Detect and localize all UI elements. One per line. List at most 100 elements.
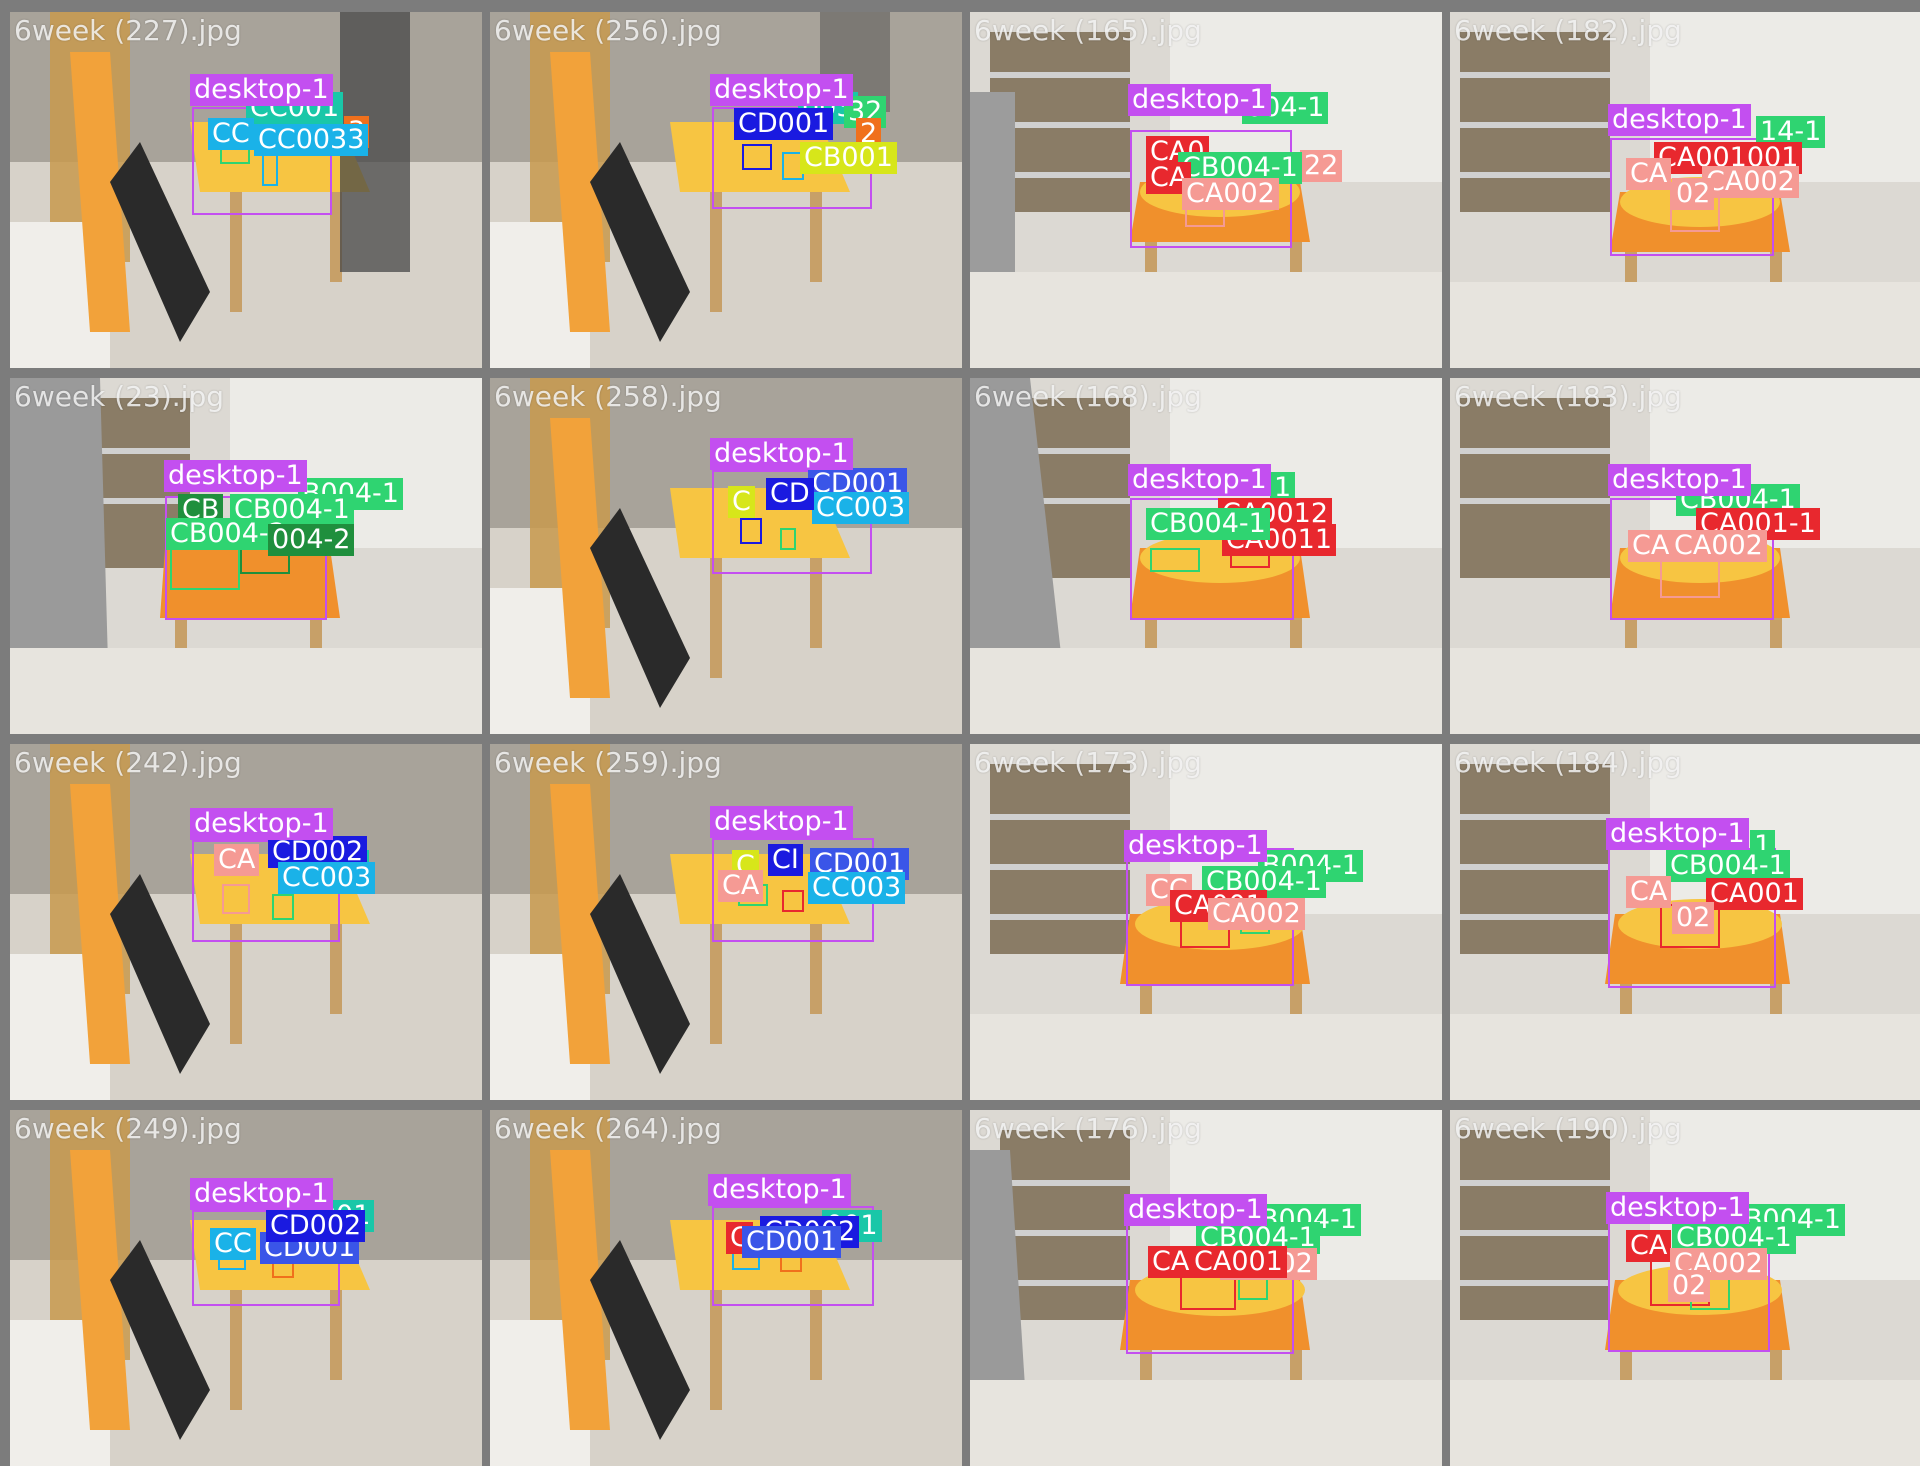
detection-label: desktop-1 bbox=[710, 438, 853, 470]
image-filename: 6week (227).jpg bbox=[14, 14, 242, 47]
detection-label: CA001 bbox=[1706, 878, 1803, 910]
image-filename: 6week (184).jpg bbox=[1454, 746, 1682, 779]
image-filename: 6week (173).jpg bbox=[974, 746, 1202, 779]
detection-label: CB004-1 bbox=[1666, 850, 1790, 882]
detection-label: desktop-1 bbox=[190, 808, 333, 840]
detection-label: CD001 bbox=[742, 1226, 842, 1258]
detection-label: CA bbox=[214, 844, 260, 876]
detection-label: CD001 bbox=[734, 108, 834, 140]
bbox-desktop bbox=[1130, 130, 1292, 248]
detection-label: desktop-1 bbox=[1124, 830, 1267, 862]
detection-label: CA bbox=[1626, 1230, 1672, 1262]
bbox-desktop bbox=[1130, 498, 1294, 620]
bbox-desktop bbox=[712, 1206, 874, 1306]
image-filename: 6week (168).jpg bbox=[974, 380, 1202, 413]
shelf-scene-photo bbox=[970, 1110, 1442, 1466]
bbox-object bbox=[262, 152, 278, 186]
image-filename: 6week (264).jpg bbox=[494, 1112, 722, 1145]
bbox-object bbox=[740, 518, 762, 544]
detection-label: desktop-1 bbox=[1128, 464, 1271, 496]
image-filename: 6week (256).jpg bbox=[494, 14, 722, 47]
detection-label: desktop-1 bbox=[1608, 104, 1751, 136]
detection-label: desktop-1 bbox=[710, 806, 853, 838]
detection-label: CA bbox=[1628, 530, 1674, 562]
detection-label: 02 bbox=[1672, 902, 1715, 934]
bbox-object bbox=[272, 894, 294, 920]
image-tile: 6week (190).jpg B004-1 CA CB004-1 CA002 … bbox=[1450, 1110, 1920, 1466]
image-tile: 6week (182).jpg 14-1 CA001001 CA002 CA 0… bbox=[1450, 12, 1920, 368]
image-tile: 6week (227).jpg CC001 3 CC0033 CC deskto… bbox=[10, 12, 482, 368]
bbox-object bbox=[742, 144, 772, 170]
shelf-scene-photo bbox=[970, 12, 1442, 368]
detection-label: 004-2 bbox=[268, 524, 355, 556]
detection-label: CB004-1 bbox=[1146, 508, 1270, 540]
bbox-object bbox=[1150, 548, 1200, 572]
image-filename: 6week (165).jpg bbox=[974, 14, 1202, 47]
detection-label: CA002 bbox=[1182, 178, 1279, 210]
detection-label: CD bbox=[766, 478, 814, 510]
detection-label: 22 bbox=[1300, 150, 1343, 182]
image-tile: 6week (249).jpg C001 CD001 CD002 CC desk… bbox=[10, 1110, 482, 1466]
detection-label: desktop-1 bbox=[1606, 818, 1749, 850]
detection-label: desktop-1 bbox=[1124, 1194, 1267, 1226]
detection-label: CA bbox=[718, 870, 764, 902]
bbox-object bbox=[782, 890, 804, 912]
detection-label: CC0033 bbox=[254, 124, 369, 156]
image-tile: 6week (183).jpg CB004-1 CA001-1 CA CA002… bbox=[1450, 378, 1920, 734]
detection-label: desktop-1 bbox=[1606, 1192, 1749, 1224]
image-filename: 6week (249).jpg bbox=[14, 1112, 242, 1145]
image-tile: 6week (256).jpg 003 32 2 CD001 CB001 des… bbox=[490, 12, 962, 368]
detection-label: 02 bbox=[1668, 1270, 1711, 1302]
detection-label: CA001 bbox=[1190, 1246, 1287, 1278]
detection-label: desktop-1 bbox=[1128, 84, 1271, 116]
detection-label: CC bbox=[210, 1228, 256, 1260]
detection-label: C bbox=[728, 486, 755, 518]
image-tile: 6week (23).jpg B004-1 CB CB004-1 CB004-2… bbox=[10, 378, 482, 734]
detection-label: CA bbox=[1148, 1246, 1194, 1278]
detection-label: CD002 bbox=[266, 1210, 366, 1242]
image-tile: 6week (259).jpg CD001 CC003 CI C CA desk… bbox=[490, 744, 962, 1100]
detection-label: desktop-1 bbox=[1608, 464, 1751, 496]
detection-label: CA002 bbox=[1208, 898, 1305, 930]
detection-label: CA bbox=[1626, 158, 1672, 190]
detection-label: CC003 bbox=[278, 862, 376, 894]
detection-label: CA002 bbox=[1670, 1248, 1767, 1280]
detection-label: desktop-1 bbox=[190, 74, 333, 106]
detection-label: CC bbox=[208, 118, 254, 150]
image-filename: 6week (259).jpg bbox=[494, 746, 722, 779]
detection-label: desktop-1 bbox=[710, 74, 853, 106]
image-filename: 6week (258).jpg bbox=[494, 380, 722, 413]
image-filename: 6week (183).jpg bbox=[1454, 380, 1682, 413]
detection-label: CA0011 bbox=[1222, 524, 1337, 556]
image-filename: 6week (190).jpg bbox=[1454, 1112, 1682, 1145]
detection-label: CA002 bbox=[1670, 530, 1767, 562]
office-scene-photo bbox=[490, 744, 962, 1100]
image-tile: 6week (242).jpg 3 CD002 CC003 CA desktop… bbox=[10, 744, 482, 1100]
image-filename: 6week (242).jpg bbox=[14, 746, 242, 779]
detection-label: CA bbox=[1626, 876, 1672, 908]
office-scene-photo bbox=[10, 744, 482, 1100]
image-filename: 6week (23).jpg bbox=[14, 380, 224, 413]
detection-label: desktop-1 bbox=[190, 1178, 333, 1210]
bbox-object bbox=[780, 528, 796, 550]
image-tile: 6week (176).jpg B004-1 CB004-1 CA CA002 … bbox=[970, 1110, 1442, 1466]
image-tile: 6week (258).jpg CD001 CC003 CD C desktop… bbox=[490, 378, 962, 734]
detection-label: desktop-1 bbox=[708, 1174, 851, 1206]
image-tile: 6week (168).jpg 1 CA0012 CA0011 CB004-1 … bbox=[970, 378, 1442, 734]
bbox-object bbox=[222, 884, 250, 914]
detection-label: 02 bbox=[1672, 178, 1715, 210]
image-filename: 6week (176).jpg bbox=[974, 1112, 1202, 1145]
image-tile: 6week (173).jpg B004-1 CC CB004-1 CA001 … bbox=[970, 744, 1442, 1100]
shelf-scene-photo bbox=[10, 378, 482, 734]
detection-label: desktop-1 bbox=[164, 460, 307, 492]
image-filename: 6week (182).jpg bbox=[1454, 14, 1682, 47]
image-tile: 6week (264).jpg 001 CD002 C CD001 deskto… bbox=[490, 1110, 962, 1466]
detection-label: CA002 bbox=[1702, 166, 1799, 198]
detection-label: CB001 bbox=[800, 142, 897, 174]
detection-label: CI bbox=[768, 844, 803, 876]
detection-label: CC003 bbox=[808, 872, 906, 904]
image-tile: 6week (184).jpg 1 CB004-1 CA CA001 02 de… bbox=[1450, 744, 1920, 1100]
image-tile: 6week (165).jpg 004-1 CA0 22 CB004-1 CA … bbox=[970, 12, 1442, 368]
detection-label: CC003 bbox=[812, 492, 910, 524]
